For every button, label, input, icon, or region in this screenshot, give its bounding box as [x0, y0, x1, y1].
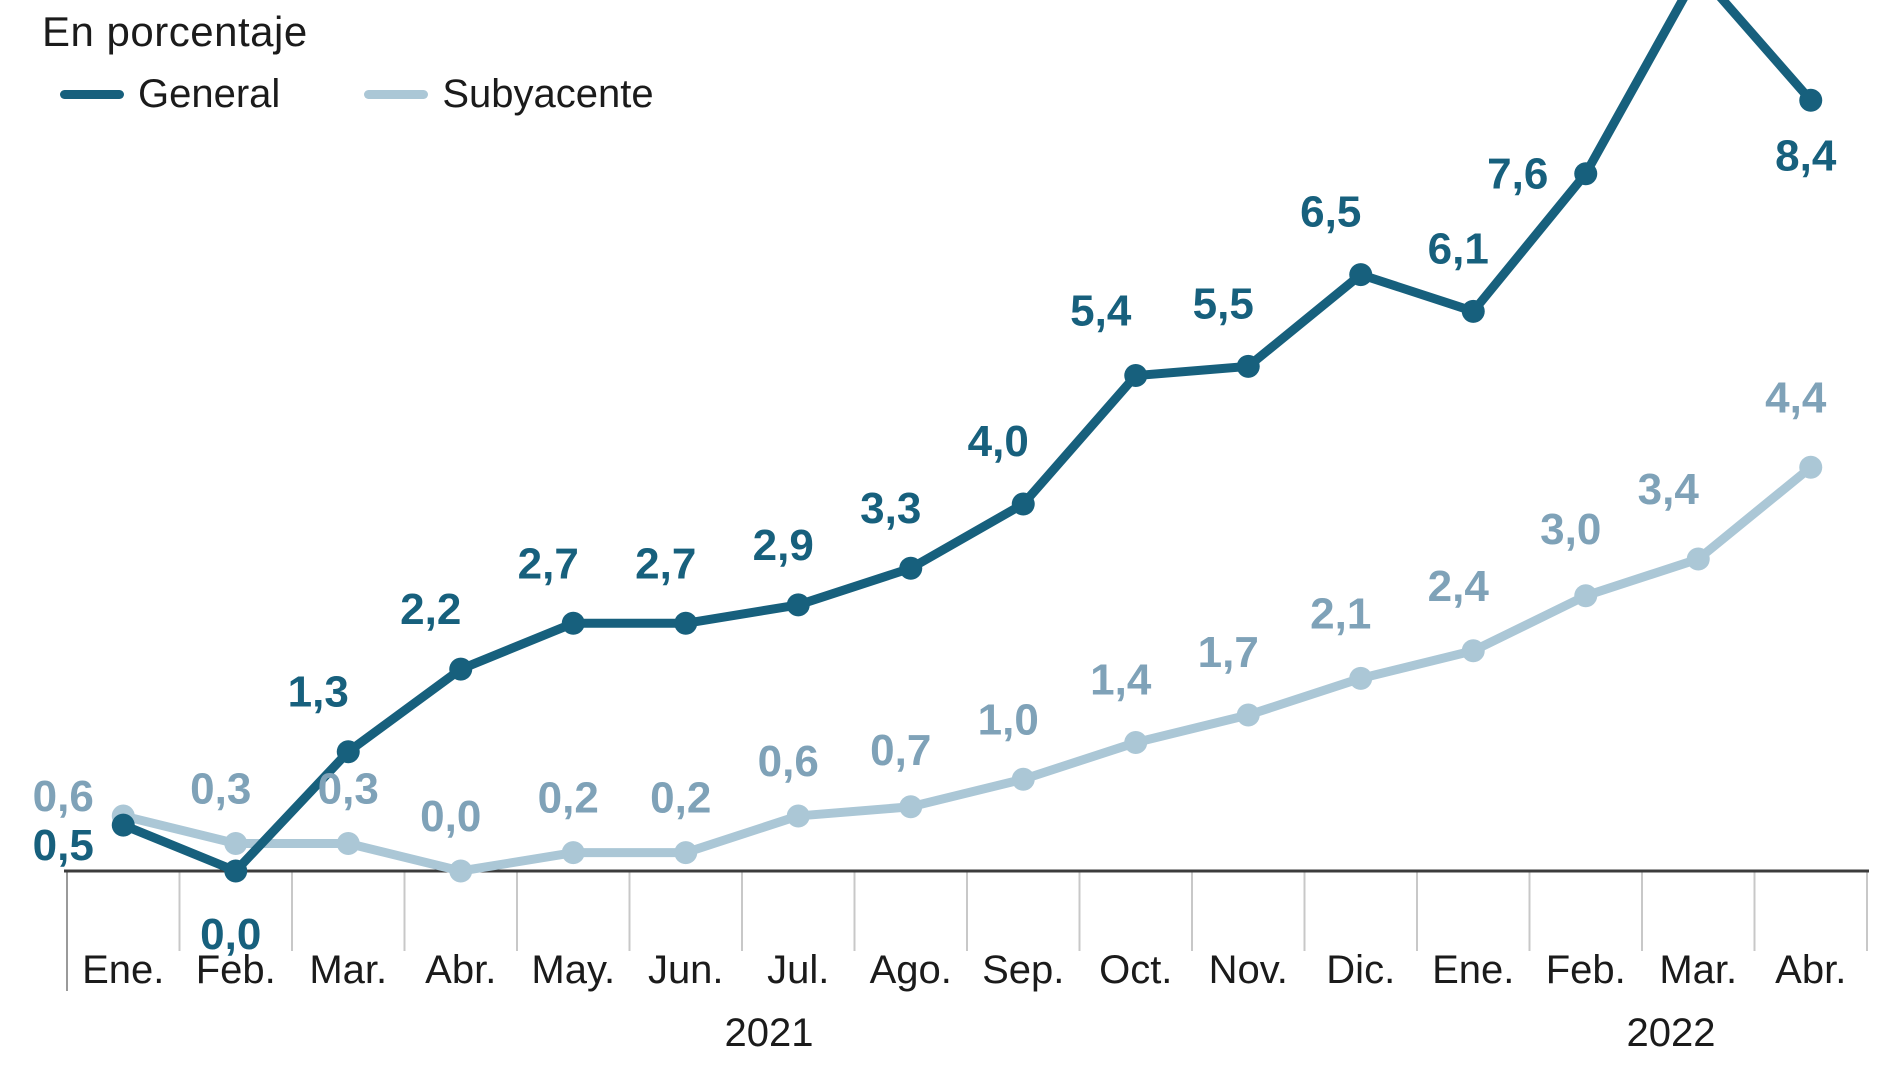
data-point-general: [336, 740, 360, 764]
data-point-subyacente: [674, 841, 698, 865]
data-point-subyacente: [899, 795, 923, 819]
data-label-subyacente: 0,6: [33, 772, 94, 821]
data-label-subyacente: 0,2: [650, 774, 711, 823]
data-label-subyacente: 0,3: [190, 764, 251, 813]
chart-legend: General Subyacente: [60, 72, 738, 117]
data-label-general: 6,5: [1300, 188, 1361, 237]
x-axis-month-label: Jul.: [767, 948, 829, 992]
data-label-general: 0,0: [200, 910, 261, 959]
chart-subtitle: En porcentaje: [42, 8, 308, 55]
x-axis-month-label: Abr.: [1775, 948, 1846, 992]
data-label-subyacente: 2,4: [1428, 562, 1490, 611]
data-point-general: [561, 611, 585, 635]
series-line-general: [118, 0, 1816, 876]
data-point-general: [449, 657, 473, 681]
data-label-general: 2,7: [635, 539, 696, 588]
x-axis-month-label: Sep.: [982, 948, 1064, 992]
legend-item-general: General: [60, 72, 280, 117]
data-point-subyacente: [449, 859, 473, 883]
data-point-subyacente: [1349, 666, 1373, 690]
data-label-general: 2,2: [400, 585, 461, 634]
x-axis-month-label: May.: [531, 948, 615, 992]
x-axis-month-label: Dic.: [1326, 948, 1395, 992]
data-point-general: [111, 813, 135, 837]
data-point-general: [1124, 364, 1148, 388]
data-label-subyacente: 3,4: [1638, 465, 1700, 514]
data-point-general: [1461, 299, 1485, 323]
data-label-subyacente: 0,7: [870, 726, 931, 775]
data-point-general: [1236, 354, 1260, 378]
data-point-general: [674, 611, 698, 635]
x-axis-month-label: Jun.: [648, 948, 724, 992]
data-label-subyacente: 0,3: [318, 764, 379, 813]
data-label-general: 8,4: [1775, 131, 1837, 180]
data-label-subyacente: 0,2: [538, 774, 599, 823]
legend-label-subyacente: Subyacente: [442, 72, 654, 116]
data-label-subyacente: 4,4: [1765, 373, 1827, 422]
x-axis-year-label: 2021: [725, 1011, 814, 1055]
x-axis-month-label: Nov.: [1209, 948, 1288, 992]
data-label-subyacente: 1,4: [1090, 656, 1152, 705]
x-axis-month-label: Ene.: [82, 948, 164, 992]
data-point-subyacente: [224, 831, 248, 855]
x-axis-month-label: Oct.: [1099, 948, 1172, 992]
x-axis-month-label: Feb.: [196, 948, 276, 992]
chart-header: En porcentaje General Subyacente: [42, 8, 738, 117]
data-label-general: 2,7: [518, 539, 579, 588]
data-point-subyacente: [1799, 455, 1823, 479]
data-label-general: 4,0: [968, 417, 1029, 466]
x-axis-month-label: Ago.: [870, 948, 952, 992]
data-point-subyacente: [1011, 767, 1035, 791]
data-point-general: [1574, 162, 1598, 186]
legend-item-subyacente: Subyacente: [364, 72, 654, 117]
data-label-subyacente: 2,1: [1310, 589, 1371, 638]
data-point-subyacente: [1686, 547, 1710, 571]
x-axis-month-label: Mar.: [309, 948, 387, 992]
data-point-subyacente: [786, 804, 810, 828]
data-point-subyacente: [1124, 731, 1148, 755]
data-point-subyacente: [336, 831, 360, 855]
legend-label-general: General: [138, 72, 281, 116]
data-label-subyacente: 0,0: [420, 792, 481, 841]
series-line-subyacente: [118, 462, 1816, 876]
data-label-general: 1,3: [288, 668, 349, 717]
data-point-subyacente: [561, 841, 585, 865]
data-point-general: [899, 556, 923, 580]
data-label-subyacente: 1,0: [978, 695, 1039, 744]
data-point-subyacente: [1236, 703, 1260, 727]
x-axis-month-label: Feb.: [1546, 948, 1626, 992]
data-point-general: [1349, 263, 1373, 287]
legend-swatch-general: [60, 90, 124, 99]
x-axis-month-label: Ene.: [1432, 948, 1514, 992]
data-label-general: 3,3: [860, 484, 921, 533]
x-axis-year-label: 2022: [1627, 1011, 1716, 1055]
data-label-general: 0,5: [33, 821, 94, 870]
data-label-general: 5,5: [1193, 279, 1254, 328]
x-axis-month-label: Abr.: [425, 948, 496, 992]
x-axis-month-label: Mar.: [1659, 948, 1737, 992]
data-label-subyacente: 3,0: [1540, 505, 1601, 554]
data-label-subyacente: 0,6: [758, 737, 819, 786]
legend-swatch-subyacente: [364, 90, 429, 99]
data-point-general: [1011, 492, 1035, 516]
data-label-subyacente: 1,7: [1198, 628, 1259, 677]
data-point-subyacente: [1461, 639, 1485, 663]
data-label-general: 5,4: [1070, 287, 1132, 336]
data-point-general: [786, 593, 810, 617]
data-point-general: [1799, 88, 1823, 112]
data-label-general: 7,6: [1487, 150, 1548, 199]
data-label-general: 6,1: [1428, 224, 1489, 273]
data-label-general: 2,9: [753, 521, 814, 570]
data-point-general: [224, 859, 248, 883]
data-point-subyacente: [1574, 584, 1598, 608]
